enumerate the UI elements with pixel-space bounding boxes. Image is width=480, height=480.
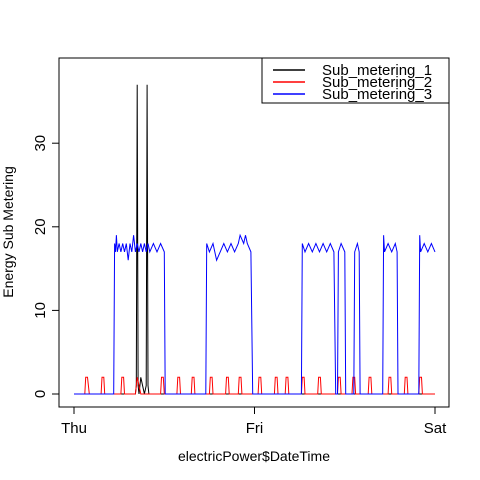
legend-entry-2: Sub_metering_2 <box>322 74 432 91</box>
y-tick-label: 10 <box>32 302 49 319</box>
plot-frame <box>58 57 450 408</box>
legend-entry-1: Sub_metering_1 <box>322 62 432 79</box>
y-axis-label: Energy Sub Metering <box>0 166 16 298</box>
legend: Sub_metering_1Sub_metering_2Sub_metering… <box>261 57 450 104</box>
series-line-2 <box>74 376 435 395</box>
y-tick-label: 0 <box>32 390 49 398</box>
y-tick-label: 20 <box>32 218 49 235</box>
x-tick-label: Thu <box>61 420 87 437</box>
x-axis: Thu Fri Sat <box>61 406 447 437</box>
y-axis: 0 10 20 30 <box>32 135 60 398</box>
legend-entry-3: Sub_metering_3 <box>322 86 432 103</box>
series-line-3 <box>74 233 436 395</box>
y-tick-label: 30 <box>32 135 49 152</box>
x-tick-label: Sat <box>424 420 447 437</box>
series-line-1 <box>74 84 435 395</box>
series-layer <box>74 84 436 395</box>
legend-box <box>261 57 450 104</box>
x-tick-label: Fri <box>246 420 264 437</box>
x-axis-label: electricPower$DateTime <box>178 448 330 464</box>
